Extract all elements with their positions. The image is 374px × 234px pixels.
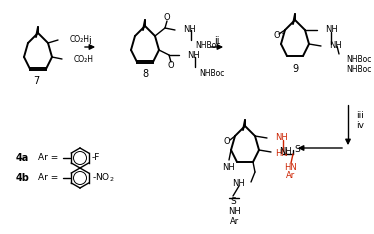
Text: HN: HN (275, 150, 288, 158)
Text: HN: HN (285, 164, 297, 172)
Text: i: i (89, 36, 91, 46)
Text: O: O (164, 12, 170, 22)
Text: O: O (224, 136, 230, 146)
Text: CO₂H: CO₂H (74, 55, 94, 63)
Text: 9: 9 (292, 64, 298, 74)
Text: 8: 8 (142, 69, 148, 79)
Text: -NO$_2$: -NO$_2$ (92, 172, 114, 184)
Text: NHBoc: NHBoc (346, 66, 371, 74)
Text: NH: NH (223, 164, 235, 172)
Text: ii: ii (214, 36, 220, 46)
Text: O: O (168, 62, 174, 70)
Text: NH: NH (329, 41, 342, 51)
Text: -F: -F (92, 154, 100, 162)
Text: NH: NH (183, 26, 196, 34)
Text: S: S (294, 146, 300, 154)
Text: NH: NH (275, 134, 288, 143)
Text: 7: 7 (33, 76, 39, 86)
Text: NH: NH (325, 26, 338, 34)
Text: NHBoc: NHBoc (195, 41, 220, 51)
Text: NH: NH (279, 147, 292, 157)
Text: Ar =: Ar = (38, 154, 58, 162)
Text: NH: NH (187, 51, 200, 59)
Text: S: S (230, 197, 236, 206)
Text: 4b: 4b (16, 173, 30, 183)
Text: Ar: Ar (230, 217, 240, 227)
Text: CO₂H: CO₂H (70, 36, 90, 44)
Text: O: O (274, 30, 280, 40)
Text: Ar =: Ar = (38, 173, 58, 183)
Text: iv: iv (356, 121, 364, 129)
Text: NH: NH (233, 179, 245, 189)
Text: 4a: 4a (16, 153, 29, 163)
Text: NHBoc: NHBoc (346, 55, 371, 63)
Text: NH: NH (229, 208, 241, 216)
Text: ·: · (281, 29, 285, 39)
Text: iii: iii (356, 110, 364, 120)
Text: NHBoc: NHBoc (199, 69, 224, 77)
Text: Ar: Ar (286, 172, 295, 180)
